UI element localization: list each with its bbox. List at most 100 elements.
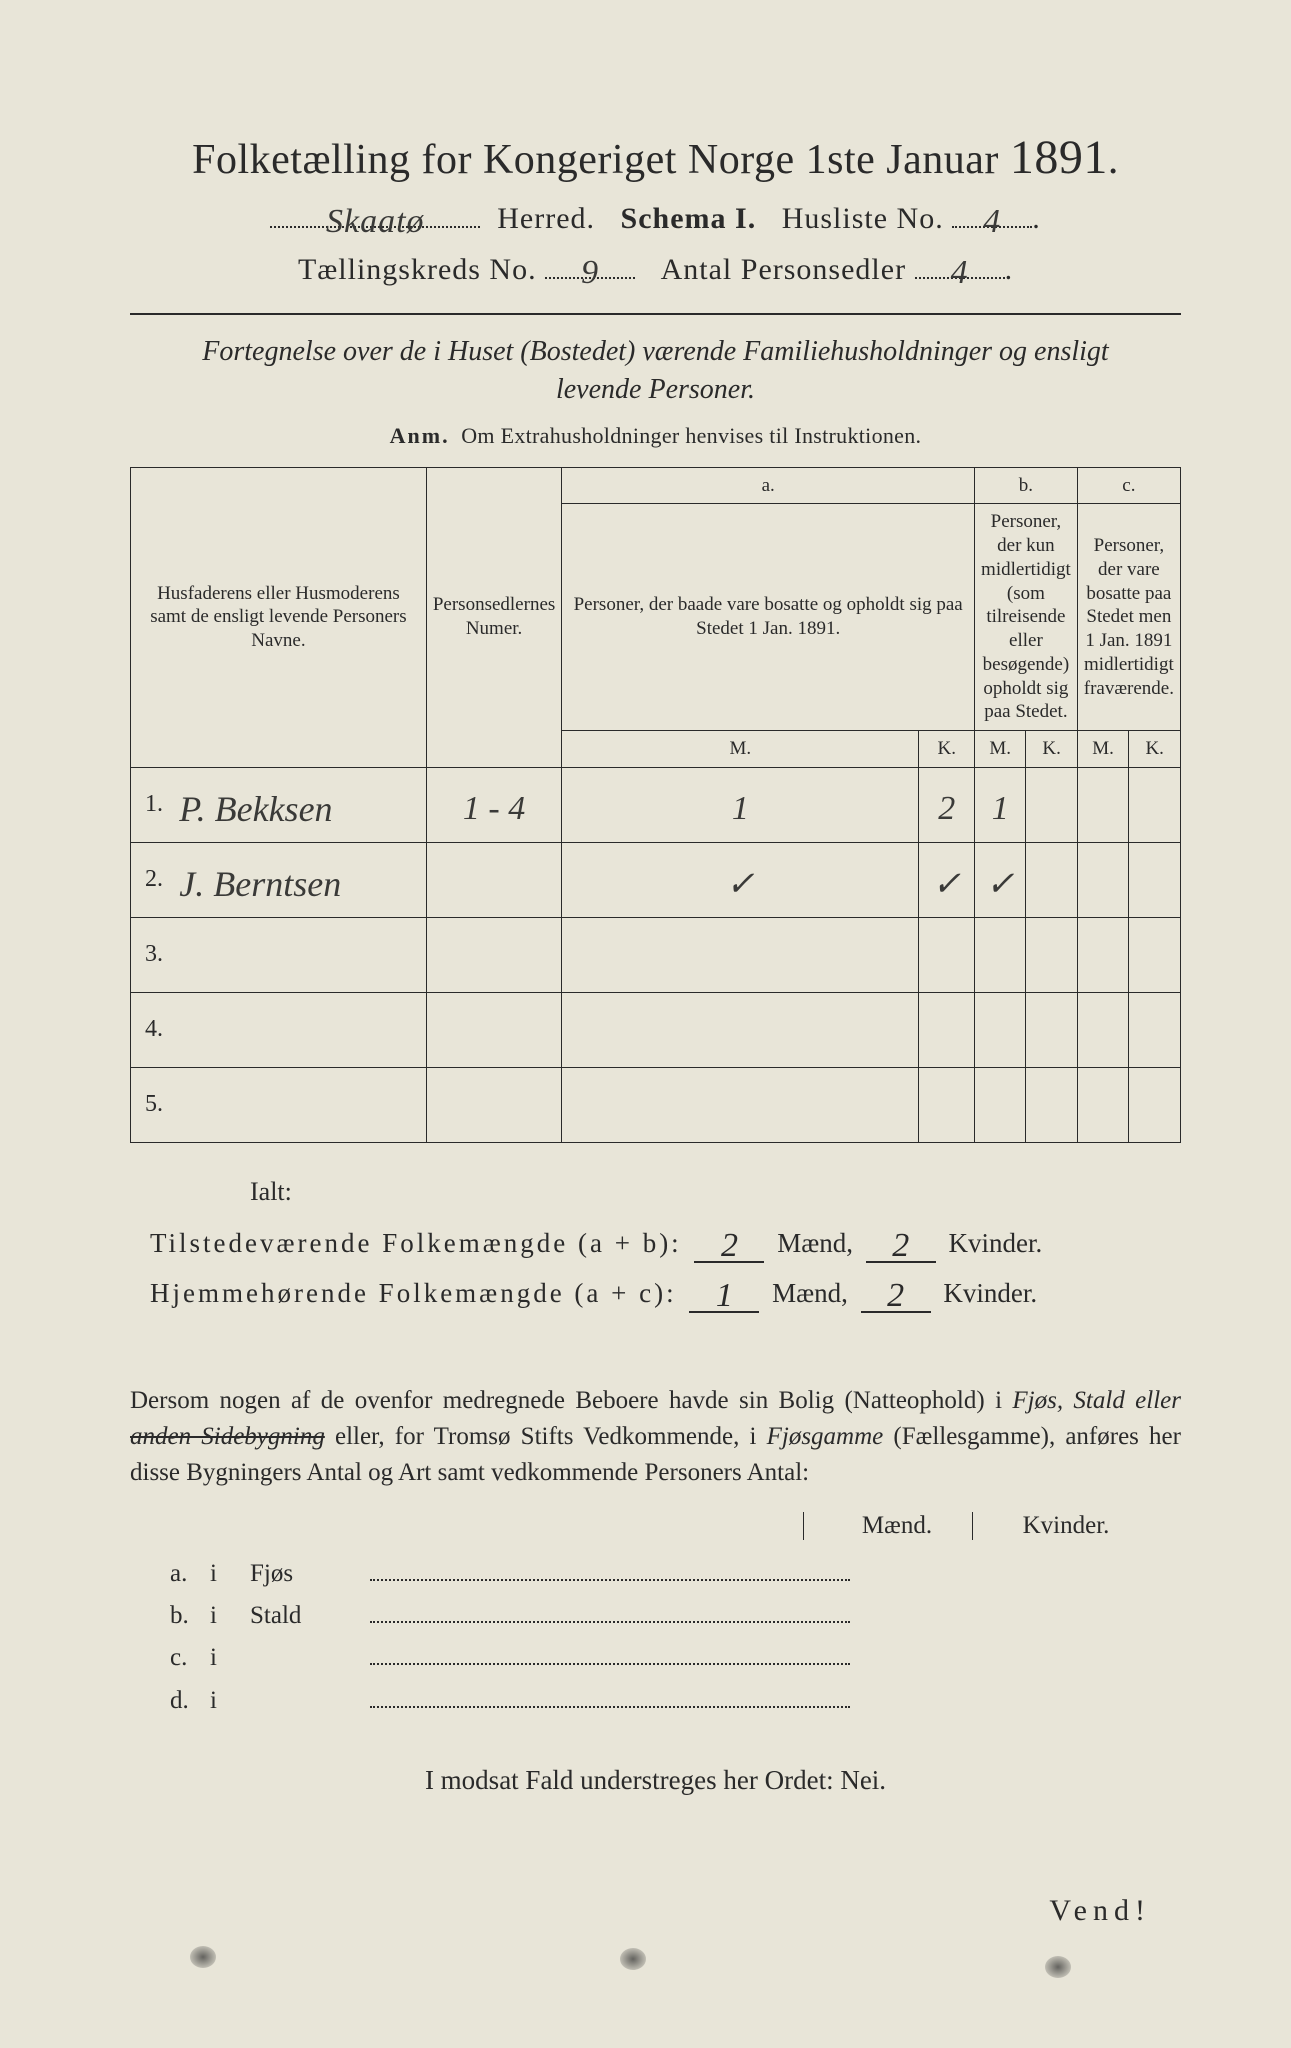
val: 1 [732,790,749,827]
b-k-cell [1026,842,1077,917]
totals-ab-k: 2 [866,1223,936,1263]
b-m-cell: ✓ [975,842,1026,917]
para-it1: Fjøs, Stald eller [1012,1387,1181,1414]
val-ab-m: 2 [721,1227,738,1264]
totals-ac-k: 2 [861,1273,931,1313]
abcd-key: b. [170,1602,210,1630]
row-number: 4. [131,992,172,1067]
kreds-field: 9 [545,250,635,279]
table-row: 4. [131,992,1181,1067]
c-k-cell [1129,1067,1181,1142]
pers-value: 1 - 4 [463,790,525,827]
a-m-cell: 1 [562,767,919,842]
title-line-1: Folketælling for Kongeriget Norge 1ste J… [130,130,1181,185]
val: ✓ [932,866,961,903]
ink-smudge [190,1946,216,1968]
vend-label: Vend! [1049,1894,1151,1928]
totals-block: Ialt: Tilstedeværende Folkemængde (a + b… [130,1177,1181,1313]
row-number: 5. [131,1067,172,1142]
name-cell [171,1067,426,1142]
title-suffix: . [1108,137,1119,183]
a-m-cell [562,1067,919,1142]
c-k-cell [1129,767,1181,842]
herred-value: Skaatø [326,203,425,240]
name-cell: J. Berntsen [171,842,426,917]
abcd-row: d.i [170,1684,1181,1714]
pers-num-cell: 1 - 4 [426,767,561,842]
val: 2 [938,790,955,827]
title-line-2: Skaatø Herred. Schema I. Husliste No. 4. [130,199,1181,236]
husliste-label: Husliste No. [782,202,944,235]
a-k-cell [919,917,975,992]
abcd-key: a. [170,1560,210,1588]
nei-word: Nei. [840,1765,886,1795]
anm-line: Anm. Om Extrahusholdninger henvises til … [130,423,1181,449]
para-it2: Fjøsgamme [767,1423,884,1450]
totals-ab-label: Tilstedeværende Folkemængde (a + b): [150,1228,682,1259]
anm-label: Anm. [390,423,450,448]
nei-line: I modsat Fald understreges her Ordet: Ne… [130,1765,1181,1796]
mk-kvinder: Kvinder. [972,1512,1141,1540]
val-ac-k: 2 [887,1277,904,1314]
paragraph: Dersom nogen af de ovenfor medregnede Be… [130,1383,1181,1492]
husliste-value: 4 [983,203,1001,240]
a-m-cell: ✓ [562,842,919,917]
table-row: 1.P. Bekksen1 - 4121 [131,767,1181,842]
totals-row-ac: Hjemmehørende Folkemængde (a + c): 1 Mæn… [150,1273,1181,1313]
abcd-dots [370,1642,850,1665]
totals-ac-m: 1 [689,1273,759,1313]
th-name: Husfaderens eller Husmoderens samt de en… [131,467,427,767]
antal-field: 4 [915,250,1005,279]
c-m-cell [1077,767,1129,842]
th-num: Personsedlernes Numer. [426,467,561,767]
th-b-text: Personer, der kun midlertidigt (som tilr… [975,504,1078,731]
abcd-i: i [210,1644,250,1672]
name-value: J. Berntsen [179,864,341,904]
para-strike: anden Sidebygning [130,1423,325,1450]
nei-prefix: I modsat Fald understreges her Ordet: [425,1765,840,1795]
a-k-cell [919,1067,975,1142]
kvinder-1: Kvinder. [948,1228,1042,1258]
abcd-i: i [210,1560,250,1588]
th-a-label: a. [562,467,975,504]
lbl-c: c. [1122,475,1135,496]
ink-smudge [620,1948,646,1970]
c-m-cell [1077,992,1129,1067]
subtitle: Fortegnelse over de i Huset (Bostedet) v… [160,333,1151,409]
c-k-cell [1129,992,1181,1067]
abcd-row: a.iFjøs [170,1558,1181,1588]
val-ac-m: 1 [716,1277,733,1314]
th-c-k: K. [1129,731,1181,768]
mk-head: Mænd.Kvinder. [130,1512,1181,1540]
b-m-cell [975,992,1026,1067]
val-ab-k: 2 [892,1227,909,1264]
abcd-dots [370,1600,850,1623]
abcd-key: d. [170,1687,210,1715]
name-value: P. Bekksen [179,789,332,829]
kreds-value: 9 [581,254,599,291]
name-cell [171,917,426,992]
abcd-row: c.i [170,1642,1181,1672]
val: ✓ [986,866,1015,903]
lbl-b: b. [1019,475,1033,496]
val: ✓ [726,866,755,903]
census-form-page: Folketælling for Kongeriget Norge 1ste J… [0,0,1291,2048]
th-c-label: c. [1077,467,1180,504]
kvinder-2: Kvinder. [943,1278,1037,1308]
th-a-k: K. [919,731,975,768]
mk-maend: Mænd. [803,1512,972,1540]
th-b-k: K. [1026,731,1077,768]
totals-row-ab: Tilstedeværende Folkemængde (a + b): 2 M… [150,1223,1181,1263]
para-p2: eller, for Tromsø Stifts Vedkommende, i [325,1423,767,1450]
a-k-cell: ✓ [919,842,975,917]
th-a-m: M. [562,731,919,768]
c-k-cell [1129,917,1181,992]
a-m-cell [562,917,919,992]
b-k-cell [1026,1067,1077,1142]
herred-label: Herred. [497,202,595,235]
th-c-text: Personer, der vare bosatte paa Stedet me… [1077,504,1180,731]
abcd-key: c. [170,1644,210,1672]
c-m-cell [1077,842,1129,917]
name-cell: P. Bekksen [171,767,426,842]
c-m-cell [1077,917,1129,992]
